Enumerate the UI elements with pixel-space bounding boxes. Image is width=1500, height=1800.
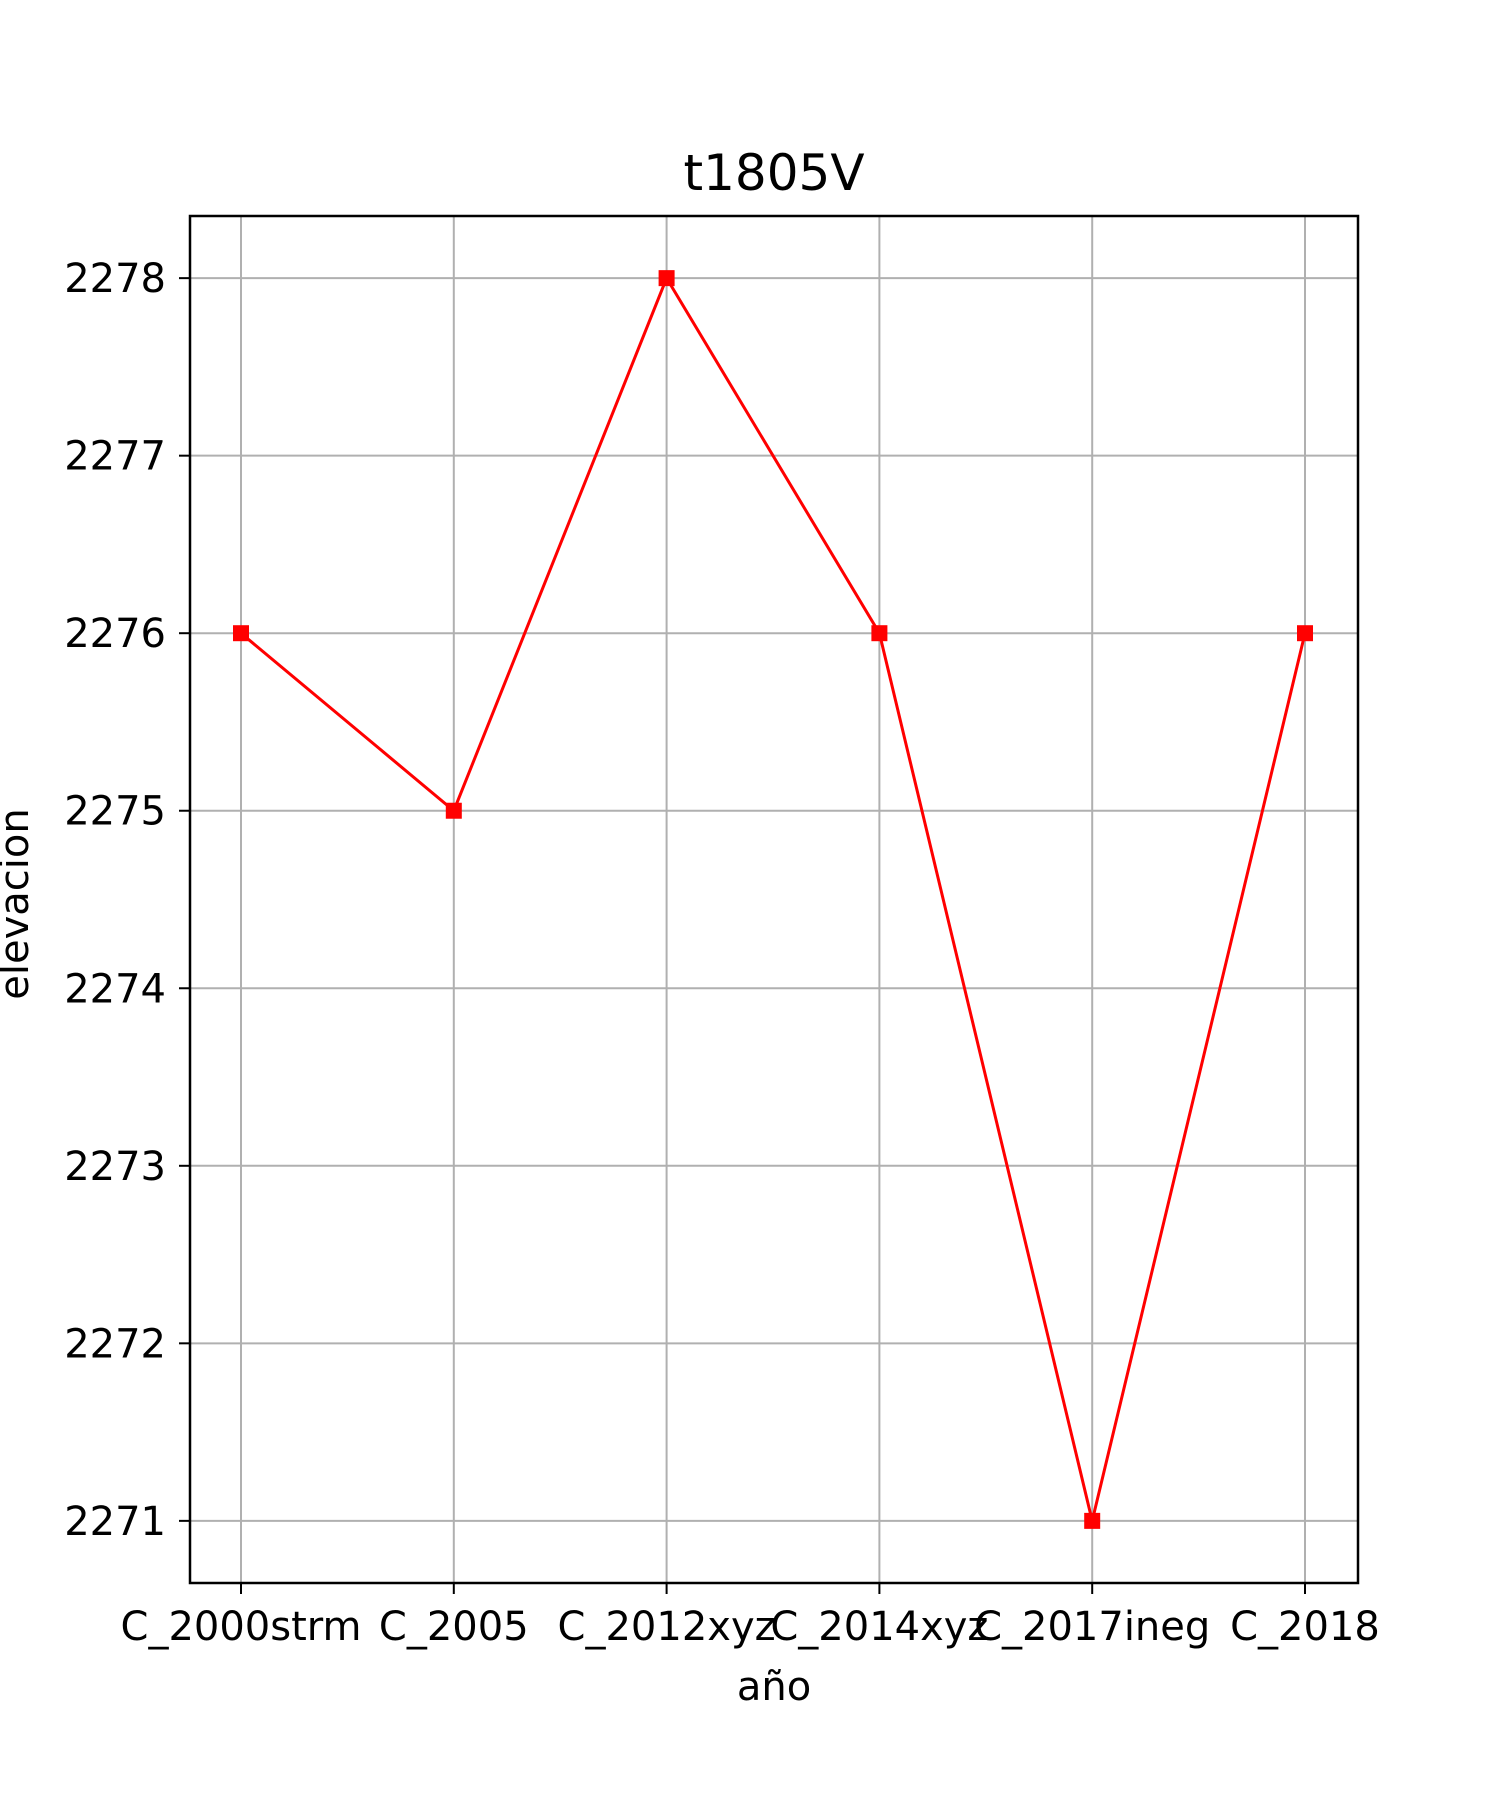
x-tick-label: C_2014xyz xyxy=(770,1604,988,1650)
x-tick-label: C_2000strm xyxy=(121,1604,362,1650)
x-axis-ticks: C_2000strm C_2005 C_2012xyzC_2014xyzC_2017… xyxy=(121,1583,1380,1650)
x-axis-label: año xyxy=(737,1664,811,1710)
y-tick-label: 2273 xyxy=(64,1144,166,1190)
x-tick-label: C_2005 xyxy=(379,1604,529,1650)
y-tick-label: 2275 xyxy=(64,789,166,835)
y-tick-label: 2276 xyxy=(64,611,166,657)
y-tick-label: 2274 xyxy=(64,966,166,1012)
chart-title: t1805V xyxy=(683,144,864,202)
plot-area-frame xyxy=(188,214,1360,1585)
data-point-marker xyxy=(658,270,675,287)
data-point-marker xyxy=(445,802,462,819)
grid xyxy=(190,216,1358,1583)
x-tick-label: C_2017ineg xyxy=(974,1604,1210,1650)
y-axis-label: elevacion xyxy=(0,808,38,999)
data-point-marker xyxy=(871,625,888,642)
series-layer xyxy=(233,270,1313,1529)
y-tick-label: 2271 xyxy=(64,1499,166,1545)
series-line xyxy=(240,274,1307,1522)
y-tick-label: 2272 xyxy=(64,1321,166,1367)
y-axis-ticks: 2271 2272 2273 2274 2275 2276 2277 2278 xyxy=(64,256,190,1545)
x-tick-label: C_2018 xyxy=(1230,1604,1380,1650)
data-point-marker xyxy=(1297,625,1313,642)
x-tick-label: C_2012xyz xyxy=(558,1604,776,1650)
y-tick-label: 2277 xyxy=(64,434,166,480)
data-point-marker xyxy=(233,625,249,642)
y-tick-label: 2278 xyxy=(64,256,166,302)
data-point-marker xyxy=(1084,1512,1101,1529)
